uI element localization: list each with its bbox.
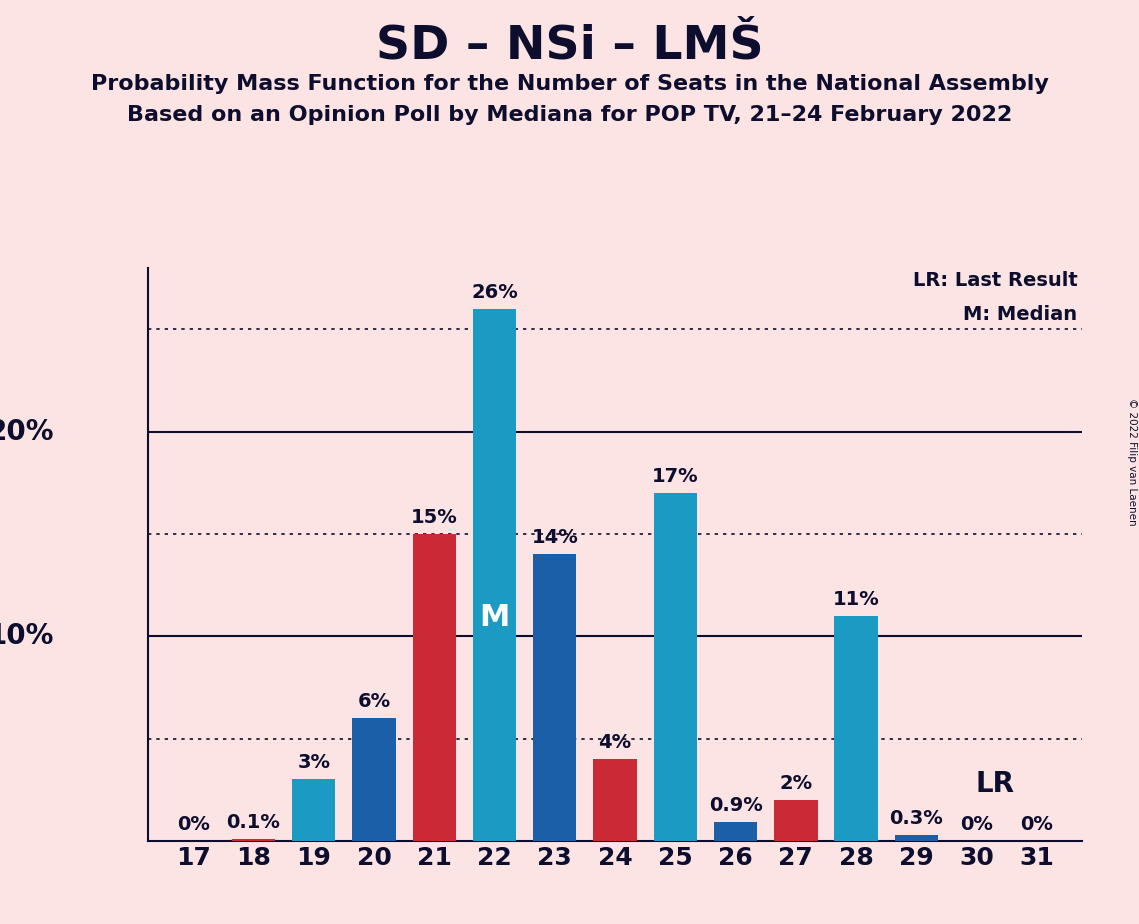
Bar [533, 554, 576, 841]
Text: Based on an Opinion Poll by Mediana for POP TV, 21–24 February 2022: Based on an Opinion Poll by Mediana for … [126, 105, 1013, 126]
Text: 6%: 6% [358, 692, 391, 711]
Text: © 2022 Filip van Laenen: © 2022 Filip van Laenen [1126, 398, 1137, 526]
Text: 0.9%: 0.9% [708, 796, 762, 815]
Text: 0%: 0% [177, 815, 210, 833]
Bar [412, 534, 456, 841]
Text: 2%: 2% [779, 773, 812, 793]
Text: 0.1%: 0.1% [227, 812, 280, 832]
Text: 15%: 15% [411, 508, 458, 527]
Bar [473, 309, 516, 841]
Text: 0%: 0% [1021, 815, 1054, 833]
Text: 14%: 14% [532, 529, 579, 547]
Text: 11%: 11% [833, 590, 879, 609]
Text: 17%: 17% [652, 467, 698, 486]
Bar [775, 800, 818, 841]
Bar [352, 718, 395, 841]
Bar [232, 839, 276, 841]
Text: 26%: 26% [472, 283, 518, 302]
Bar [593, 759, 637, 841]
Text: 3%: 3% [297, 753, 330, 772]
Text: LR: Last Result: LR: Last Result [912, 271, 1077, 290]
Text: M: Median: M: Median [964, 305, 1077, 324]
Bar [894, 834, 939, 841]
Bar [714, 822, 757, 841]
Bar [654, 493, 697, 841]
Text: 4%: 4% [598, 733, 632, 752]
Text: M: M [480, 603, 510, 632]
Bar [292, 780, 336, 841]
Text: LR: LR [975, 770, 1014, 797]
Text: 0%: 0% [960, 815, 993, 833]
Text: SD – NSi – LMŠ: SD – NSi – LMŠ [376, 23, 763, 68]
Text: 10%: 10% [0, 622, 55, 650]
Text: 0.3%: 0.3% [890, 808, 943, 828]
Text: 20%: 20% [0, 418, 55, 445]
Text: Probability Mass Function for the Number of Seats in the National Assembly: Probability Mass Function for the Number… [91, 74, 1048, 94]
Bar [835, 615, 878, 841]
